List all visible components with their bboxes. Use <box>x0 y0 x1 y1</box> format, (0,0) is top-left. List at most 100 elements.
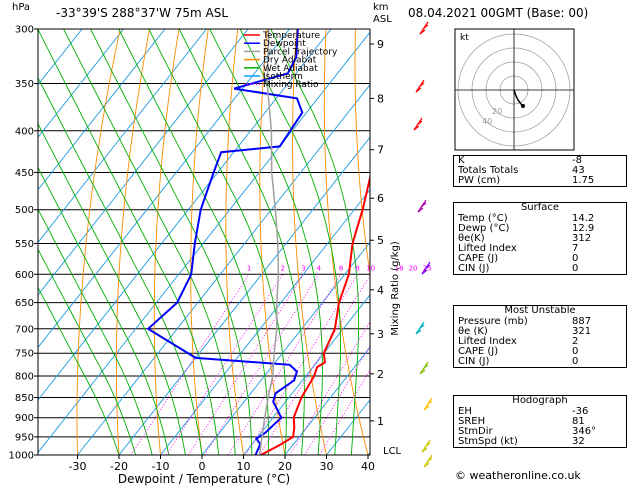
mixing-ratio-label: 3 <box>301 264 305 272</box>
wet-adiabat <box>118 29 270 455</box>
mixing-ratio-line <box>130 274 250 455</box>
wind-barb-icon <box>421 261 431 275</box>
wind-barb-icon <box>413 117 423 131</box>
hodograph-ring-label: 20 <box>492 107 502 116</box>
legend-label: Mixing Ratio <box>263 80 319 90</box>
mixing-ratio-label: 10 <box>366 264 375 272</box>
legend-label: Parcel Trajectory <box>263 47 338 57</box>
mixing-ratio-line <box>227 274 342 455</box>
wind-barb-flag <box>415 329 422 335</box>
most-unstable-title: Most Unstable <box>504 305 576 316</box>
profile-parcel-trajectory <box>259 29 280 455</box>
dry-adiabat <box>153 29 180 455</box>
table-row: EH -36 <box>458 406 589 417</box>
isotherm <box>38 29 166 191</box>
mixing-ratio-line <box>259 274 370 455</box>
wet-adiabat <box>178 29 305 455</box>
km-tick-label: 8 <box>377 92 384 105</box>
wet-adiabat <box>63 29 236 455</box>
mixing-ratio-label: 16 <box>395 264 404 272</box>
pressure-tick-label: 750 <box>15 349 34 360</box>
temperature-tick-label: 20 <box>278 460 292 473</box>
isotherm <box>77 84 370 455</box>
mixing-ratio-line <box>204 274 320 455</box>
wind-barb-icon <box>423 397 433 411</box>
table-row: Pressure (mb) 887 <box>458 316 592 327</box>
mixing-ratio-line <box>188 274 304 455</box>
mixing-ratio-label: 6 <box>339 264 344 272</box>
isotherm <box>160 189 370 455</box>
pressure-tick-label: 900 <box>15 413 34 424</box>
km-tick-label: 7 <box>377 144 384 157</box>
datetime-title: 08.04.2021 00GMT (Base: 00) <box>408 6 589 20</box>
isotherm <box>38 29 332 401</box>
km-tick-label: 6 <box>377 192 384 205</box>
surface-table: Surface Temp (°C) 14.2 Dewp (°C) 12.9 θe(K… <box>453 202 627 275</box>
km-axis-unit: km ASL <box>373 2 392 26</box>
isotherm <box>38 29 249 296</box>
table-row: θe (K) 321 <box>458 326 592 337</box>
temperature-tick-label: 10 <box>237 460 251 473</box>
mixing-ratio-line <box>319 369 370 455</box>
mixing-ratio-label: 2 <box>280 264 284 272</box>
wind-barb-flag <box>422 364 429 370</box>
wind-barb-icon <box>417 199 427 213</box>
pressure-tick-label: 850 <box>15 393 34 404</box>
dry-adiabat <box>225 29 244 455</box>
legend-label: Dry Adiabat <box>263 56 317 66</box>
most-unstable-table: Most Unstable Pressure (mb) 887 θe (K) 321… <box>453 305 627 368</box>
surface-title: Surface <box>520 202 560 213</box>
dry-adiabat <box>292 29 327 455</box>
table-row: Temp (°C) 14.2 <box>458 213 595 224</box>
wind-barb-flag <box>418 82 425 88</box>
wind-barbs <box>413 21 433 468</box>
pressure-tick-label: 950 <box>15 432 34 443</box>
wet-adiabat <box>209 29 323 455</box>
temperature-tick-label: -20 <box>110 460 128 473</box>
mixing-ratio-axis-title: Mixing Ratio (g/kg) <box>390 241 401 336</box>
km-tick-label: 1 <box>377 415 384 428</box>
dry-adiabat <box>323 29 369 455</box>
x-axis-title: Dewpoint / Temperature (°C) <box>118 472 290 486</box>
mixing-ratio-label: 1 <box>247 264 251 272</box>
table-row: Dewp (°C) 12.9 <box>458 223 595 234</box>
asl-unit: ASL <box>373 14 392 25</box>
location-title: -33°39'S 288°37'W 75m ASL <box>56 6 229 20</box>
isotherm <box>201 241 370 455</box>
dry-adiabat <box>115 29 150 455</box>
indices-table: K -8 Totals Totals 43 PW (cm) 1.75 <box>453 155 627 187</box>
table-row: CAPE (J) 0 <box>458 346 579 357</box>
pressure-tick-label: 400 <box>15 126 34 137</box>
pressure-tick-label: 300 <box>15 25 34 36</box>
table-row: StmDir 346° <box>458 426 597 437</box>
wind-barb-icon <box>419 361 429 375</box>
wind-barb-flag <box>416 120 423 126</box>
wind-barb-flag <box>421 447 428 453</box>
mixing-ratio-label: 25 <box>423 264 432 272</box>
pressure-tick-label: 450 <box>15 168 34 179</box>
isotherm <box>38 31 370 454</box>
table-row: CIN (J) 0 <box>458 263 579 274</box>
km-tick-label: 5 <box>377 234 384 247</box>
legend-label: Dewpoint <box>263 39 306 49</box>
km-tick-label: 2 <box>377 368 384 381</box>
km-tick-label: 9 <box>377 38 384 51</box>
mixing-ratio-line <box>166 274 284 455</box>
dry-adiabat <box>354 29 370 278</box>
temperature-tick-label: -30 <box>69 460 87 473</box>
wet-adiabat <box>38 248 137 455</box>
index-row-pw: PW (cm) 1.75 <box>458 175 595 186</box>
index-row-totals: Totals Totals 43 <box>458 165 585 176</box>
wet-adiabat <box>270 29 360 455</box>
table-row: Lifted Index 7 <box>458 243 579 254</box>
isotherm <box>118 136 370 455</box>
wet-adiabat <box>38 122 186 455</box>
legend-label: Isotherm <box>263 72 303 82</box>
hpa-axis-unit: hPa <box>12 2 31 13</box>
wind-barb-flag <box>413 125 420 131</box>
wet-adiabat <box>38 166 170 455</box>
wet-adiabat <box>38 208 153 455</box>
table-row: CAPE (J) 0 <box>458 253 579 264</box>
